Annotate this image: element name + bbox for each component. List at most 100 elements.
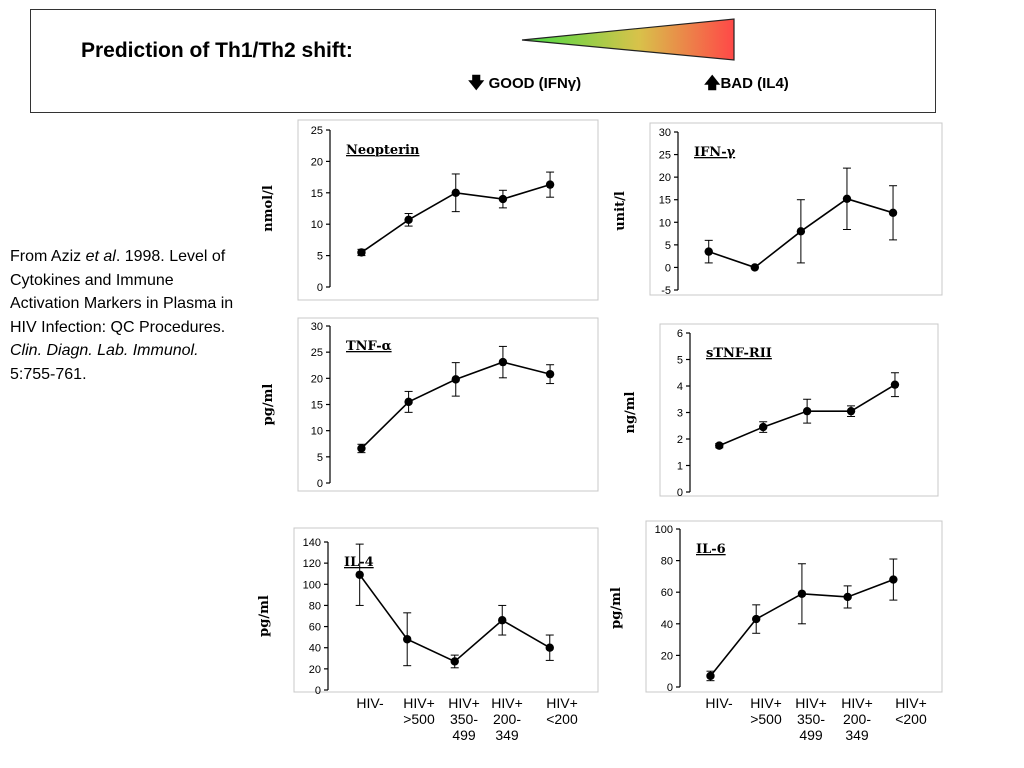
cat-label-hiv-neg: HIV-: [705, 695, 733, 711]
y-tick-label: 25: [311, 125, 323, 137]
chart-tnf-alpha: 0 5 10 15 20 25 30 pg/ml TNF-α: [250, 315, 600, 493]
data-point: [498, 194, 508, 204]
y-tick-label: 0: [315, 685, 321, 697]
cat-label-hiv-lt200: HIV+ <200: [546, 695, 578, 727]
y-tick-label: 120: [303, 558, 321, 570]
y-axis-label: ng/ml: [623, 391, 638, 433]
y-axis-label: unit/l: [613, 191, 628, 231]
data-point: [888, 208, 898, 218]
citation-text-pre: From Aziz: [10, 248, 86, 265]
y-tick-label: 0: [665, 262, 671, 274]
chart-neopterin: 0 5 10 15 20 25 nmol/l Neopterin: [250, 117, 600, 302]
slide-title: Prediction of Th1/Th2 shift:: [81, 39, 353, 62]
y-tick-label: 2: [677, 434, 683, 446]
y-tick-label: 60: [309, 622, 321, 634]
y-tick-label: 80: [661, 556, 673, 568]
y-tick-label: 20: [659, 172, 671, 184]
y-axis-label: pg/ml: [257, 595, 272, 637]
data-point: [404, 215, 413, 225]
data-point: [451, 188, 460, 197]
chart-title: IFN-γ: [694, 145, 736, 160]
bad-label: BAD (IL4): [720, 75, 789, 92]
chart-stnf-rii: 0 1 2 3 4 5 6 ng/ml sTNF-RII: [623, 323, 946, 499]
chart-ifn-gamma: -5 0 5 10 15 20 25 30 unit/l IFN-γ: [613, 122, 946, 297]
plot-frame: [297, 119, 599, 301]
y-tick-label: 1: [677, 461, 683, 473]
y-tick-label: 0: [317, 282, 323, 294]
data-point: [357, 444, 366, 453]
data-point: [545, 369, 555, 379]
data-point: [450, 657, 459, 666]
chart-svg: 0 20 40 60 80 100 120 140 pg/ml IL-4: [257, 527, 599, 697]
data-point: [842, 194, 852, 204]
data-point: [843, 592, 852, 602]
y-tick-label: 100: [655, 524, 673, 536]
citation-text-mid: . 1998. Level of Cytokines and Immune Ac…: [10, 248, 234, 336]
y-axis-label: pg/ml: [609, 587, 624, 629]
y-tick-label: 60: [661, 587, 673, 599]
y-tick-label: 40: [309, 643, 321, 655]
y-tick-label: 80: [309, 600, 321, 612]
cat-label-hiv-200: HIV+ 200- 349: [491, 695, 523, 743]
chart-title: IL-6: [696, 542, 726, 557]
data-point: [890, 380, 900, 389]
y-tick-label: 5: [317, 452, 323, 464]
y-tick-label: 20: [311, 156, 323, 168]
data-point: [545, 180, 555, 189]
good-label: GOOD (IFNγ): [488, 75, 582, 92]
cat-label-hiv-200: HIV+ 200- 349: [841, 695, 873, 743]
y-tick-label: 5: [665, 240, 671, 252]
chart-il-6: 0 20 40 60 80 100 pg/ml IL-6: [609, 518, 946, 694]
plot-frame: [645, 520, 943, 693]
data-point: [759, 422, 768, 432]
y-tick-label: 140: [303, 537, 321, 549]
chart-title: TNF-α: [346, 339, 392, 354]
cat-label-hiv-500: HIV+ >500: [403, 695, 435, 727]
data-point: [750, 263, 759, 272]
plot-frame: [297, 317, 599, 492]
data-point: [846, 406, 856, 416]
data-point: [715, 441, 724, 450]
y-tick-label: 15: [311, 400, 323, 412]
chart-svg: 0 20 40 60 80 100 pg/ml IL-6: [609, 520, 943, 694]
chart-title: sTNF-RII: [706, 346, 772, 361]
y-tick-label: 10: [659, 217, 671, 229]
citation-et-al: et al: [85, 248, 116, 265]
cat-label-hiv-350: HIV+ 350- 499: [448, 695, 480, 743]
y-tick-label: 20: [311, 373, 323, 385]
y-tick-label: 5: [317, 251, 323, 263]
y-tick-label: 30: [659, 127, 671, 139]
y-tick-label: 40: [661, 619, 673, 631]
y-tick-label: -5: [661, 285, 671, 297]
cat-label-hiv-500: HIV+ >500: [750, 695, 782, 727]
chart-svg: -5 0 5 10 15 20 25 30 unit/l IFN-γ: [613, 122, 943, 297]
y-tick-label: 0: [677, 487, 683, 499]
data-point: [403, 635, 412, 644]
y-tick-label: 25: [659, 150, 671, 162]
legend-bad: 🡅BAD (IL4): [704, 72, 789, 99]
data-point: [797, 589, 807, 598]
y-tick-label: 15: [659, 195, 671, 207]
data-point: [706, 671, 715, 681]
legend-good: 🡇 GOOD (IFNγ): [468, 72, 581, 99]
y-axis-label: pg/ml: [261, 384, 276, 426]
data-point: [889, 575, 898, 584]
chart-title: IL-4: [344, 555, 374, 570]
plot-frame: [293, 527, 599, 693]
y-tick-label: 15: [311, 188, 323, 200]
citation-text-post: 5:755-761.: [10, 365, 87, 383]
chart-il-4: 0 20 40 60 80 100 120 140 pg/ml IL-4: [250, 526, 600, 697]
y-tick-label: 20: [309, 664, 321, 676]
chart-svg: 0 5 10 15 20 25 30 pg/ml TNF-α: [261, 317, 599, 492]
y-tick-label: 10: [311, 219, 323, 231]
data-point: [404, 397, 413, 407]
header-box: [30, 9, 936, 113]
data-point: [451, 375, 460, 384]
y-axis-label: nmol/l: [261, 185, 276, 232]
data-point: [752, 614, 761, 624]
y-tick-label: 4: [677, 381, 683, 393]
chart-title: Neopterin: [346, 143, 420, 158]
cat-label-hiv-neg: HIV-: [356, 695, 384, 711]
chart-svg: 0 5 10 15 20 25 nmol/l Neopterin: [261, 119, 599, 301]
data-point: [498, 616, 507, 625]
